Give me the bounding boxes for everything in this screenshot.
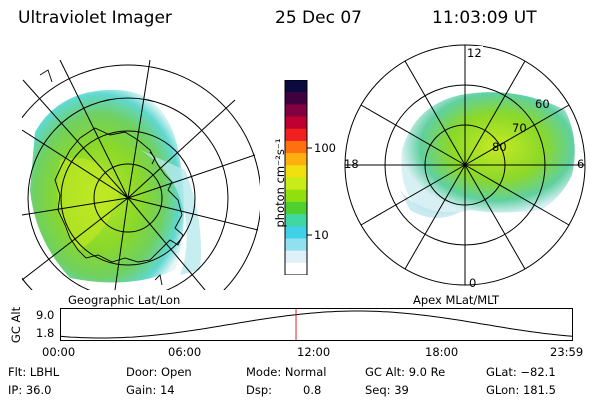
colorbar-tick-100: 100 (314, 141, 336, 155)
colorbar-segment (285, 177, 307, 191)
colorbar-segment (285, 250, 307, 264)
magnetic-caption: Apex MLat/MLT (413, 293, 500, 307)
seq-info: Seq: 39 (365, 383, 409, 397)
timeline-xtick-2359: 23:59 (550, 345, 584, 359)
geographic-image (22, 59, 260, 290)
altitude-timeline (60, 308, 573, 341)
timeline-xtick-0600: 06:00 (168, 345, 202, 359)
colorbar-segment (285, 201, 307, 215)
app-title: Ultraviolet Imager (18, 8, 172, 28)
timeline-xtick-1200: 12:00 (297, 345, 331, 359)
gain-info: Gain: 14 (126, 383, 175, 397)
colorbar-segment (285, 238, 307, 252)
colorbar-segment (285, 153, 307, 166)
mlat-label-70: 70 (512, 121, 527, 135)
door-info: Door: Open (126, 365, 192, 379)
colorbar-segment (285, 165, 307, 178)
time-label: 11:03:09 UT (432, 8, 537, 28)
glon-info: GLon: 181.5 (486, 383, 556, 397)
dsp-value: 0.8 (303, 383, 322, 397)
colorbar-segment (285, 104, 307, 118)
colorbar-segment (285, 189, 307, 203)
mlt-label-6: 6 (577, 157, 585, 171)
glat-info: GLat: −82.1 (486, 365, 556, 379)
dsp-label: Dsp: (246, 383, 273, 397)
filter-info: Flt: LBHL (8, 365, 60, 379)
colorbar-unit-label: photon cm⁻²s⁻¹ (273, 138, 287, 228)
magnetic-grid (344, 44, 586, 286)
mlt-label-18: 18 (344, 157, 359, 171)
gc-alt-info: GC Alt: 9.0 Re (365, 365, 446, 379)
antarctica-coastline (39, 69, 184, 286)
colorbar-segment (285, 214, 307, 227)
colorbar-segment (285, 116, 307, 130)
timeline-axis-title: GC Alt (9, 306, 23, 344)
date-label: 25 Dec 07 (275, 8, 362, 28)
intensity-colorbar (284, 80, 312, 275)
geographic-grid (22, 59, 260, 290)
mode-info: Mode: Normal (246, 365, 327, 379)
mlat-label-60: 60 (535, 97, 550, 111)
colorbar-tick-10: 10 (314, 228, 329, 242)
colorbar-segment (285, 128, 307, 142)
mlt-label-12: 12 (466, 46, 483, 60)
mlat-label-80: 80 (492, 140, 507, 154)
timeline-xtick-1800: 18:00 (425, 345, 459, 359)
timeline-ytick-low: 1.8 (36, 326, 55, 340)
colorbar-segment (285, 92, 307, 105)
timeline-ytick-high: 9.0 (36, 308, 55, 322)
geographic-caption: Geographic Lat/Lon (68, 293, 181, 307)
colorbar-segment (285, 226, 307, 239)
mlt-label-0: 0 (469, 276, 477, 290)
ip-info: IP: 36.0 (8, 383, 52, 397)
colorbar-segment (285, 80, 307, 93)
timeline-xtick-0000: 00:00 (42, 345, 76, 359)
colorbar-segment (285, 140, 307, 154)
aurora-oval-magnetic (400, 92, 575, 219)
magnetic-image (344, 44, 586, 286)
colorbar-segment (285, 262, 307, 275)
